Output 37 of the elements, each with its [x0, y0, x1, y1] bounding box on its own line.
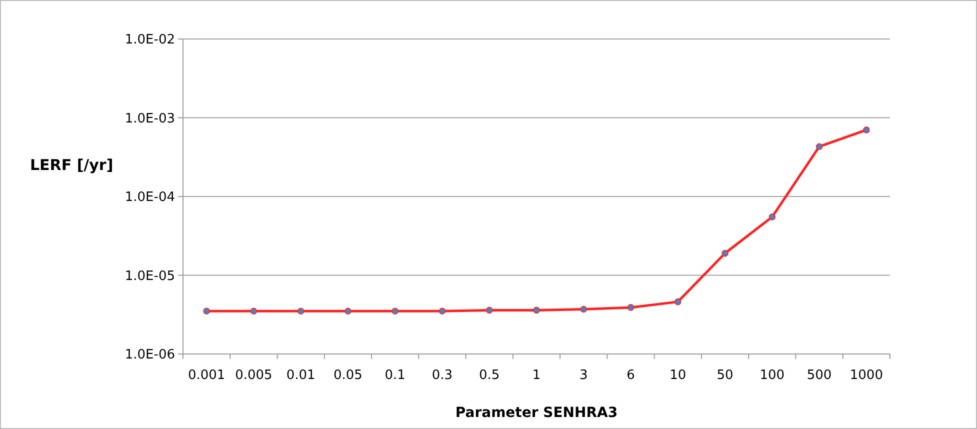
point — [203, 308, 210, 315]
point — [674, 298, 682, 306]
point — [816, 143, 823, 150]
x-tick-label: 1000 — [850, 368, 883, 383]
x-tick-label: 10 — [670, 368, 686, 383]
point — [580, 306, 588, 313]
x-tick-label: 3 — [579, 368, 588, 383]
y-tick-label: 1.0E-05 — [124, 268, 175, 284]
x-tick-label: 0.005 — [235, 368, 272, 383]
point — [722, 250, 728, 257]
x-tick-label: 0.001 — [188, 368, 226, 383]
y-tick-label: 1.0E-06 — [124, 348, 175, 363]
point — [533, 306, 540, 314]
y-axis-title: LERF [/yr] — [30, 156, 114, 174]
point — [863, 126, 870, 134]
y-tick-label: 1.0E-04 — [124, 190, 175, 206]
x-tick-label: 100 — [760, 368, 785, 383]
x-tick-label: 50 — [716, 368, 734, 383]
y-tick-label: 1.0E-03 — [124, 111, 175, 126]
x-tick-label: 1 — [532, 368, 541, 383]
x-tick-label: 0.1 — [384, 368, 406, 383]
x-tick-label: 500 — [806, 368, 832, 383]
point — [768, 214, 776, 220]
point — [486, 306, 493, 314]
x-tick-label: 0.01 — [286, 368, 316, 383]
x-tick-label: 0.05 — [333, 368, 362, 383]
point — [438, 308, 446, 315]
point — [297, 308, 304, 315]
y-tick-label: 1.0E-02 — [124, 32, 175, 48]
point — [250, 308, 258, 315]
point — [627, 304, 634, 311]
point — [392, 308, 398, 315]
x-tick-label: 0.3 — [432, 368, 453, 383]
x-axis-title: Parameter SENHRA3 — [455, 405, 618, 421]
x-tick-label: 6 — [626, 368, 635, 383]
x-tick-label: 0.5 — [479, 368, 500, 383]
point — [344, 308, 352, 315]
